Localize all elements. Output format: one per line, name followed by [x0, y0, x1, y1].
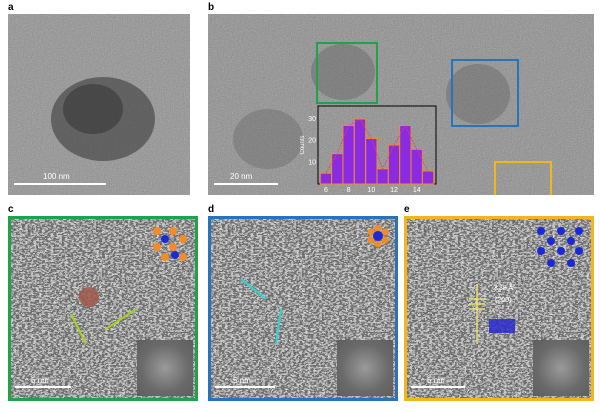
panel-label-c: c — [8, 204, 14, 215]
y-tick-label: 30 — [308, 116, 316, 123]
scale-bar-label: 100 nm — [43, 172, 70, 181]
panel-a-tem-image: 100 nm — [8, 14, 190, 195]
panel-label-d: d — [208, 204, 215, 215]
histogram-bar — [331, 153, 344, 185]
panel-label-b: b — [208, 2, 215, 13]
panel-b-tem-image: 20 nm 6 8 10 12 14 10 20 30 Diameter (nm) Counts — [208, 14, 594, 195]
scale-bar — [14, 183, 106, 185]
region-box-green — [316, 42, 378, 104]
histogram-bar — [410, 148, 423, 185]
y-axis-label: Counts — [300, 135, 306, 154]
scale-bar-label: 5 nm — [427, 376, 445, 385]
scale-bar-label: 5 nm — [31, 376, 49, 385]
histogram-bar — [353, 118, 367, 185]
histogram-bar — [421, 170, 435, 185]
x-tick-label: 12 — [390, 187, 398, 194]
histogram-bar — [387, 144, 401, 185]
y-tick-label: 10 — [308, 159, 316, 166]
scale-bar-label: 20 nm — [230, 172, 253, 181]
fit-curve — [325, 118, 429, 174]
scale-bar — [15, 386, 71, 388]
panel-d-hrtem-image: 5 nm — [208, 216, 398, 401]
panel-c-hrtem-image: 5 nm — [8, 216, 198, 401]
panel-e-hrtem-image: 2.38 Å (200) 5 nm — [404, 216, 594, 401]
crystal-structure-icon — [537, 227, 583, 267]
fft-inset — [337, 340, 393, 396]
lattice-plane-label: (200) — [495, 297, 512, 304]
scale-bar — [214, 183, 278, 185]
y-tick-label: 20 — [308, 138, 316, 145]
crystal-structure-icon — [153, 227, 187, 261]
region-box-yellow — [494, 161, 552, 195]
fft-inset — [533, 340, 589, 396]
histogram-bar — [365, 138, 378, 185]
scale-bar-label: 5 nm — [233, 376, 251, 385]
scale-bar — [411, 386, 465, 388]
scale-bar — [215, 386, 275, 388]
histogram-bar — [399, 125, 412, 185]
x-tick-label: 14 — [413, 187, 421, 194]
panel-label-a: a — [8, 2, 14, 13]
x-tick-label: 10 — [367, 187, 375, 194]
histogram-bar — [342, 125, 355, 185]
lattice-spacing-label: 2.38 Å — [493, 285, 514, 292]
histogram-bar — [319, 172, 333, 185]
histogram-bar — [376, 168, 389, 185]
panel-label-e: e — [404, 204, 410, 215]
region-box-blue — [451, 59, 519, 127]
x-tick-label: 8 — [347, 187, 351, 194]
tem-noise — [8, 14, 190, 195]
fft-inset — [137, 340, 193, 396]
x-tick-label: 6 — [324, 187, 328, 194]
crystal-structure-icon — [367, 225, 389, 247]
